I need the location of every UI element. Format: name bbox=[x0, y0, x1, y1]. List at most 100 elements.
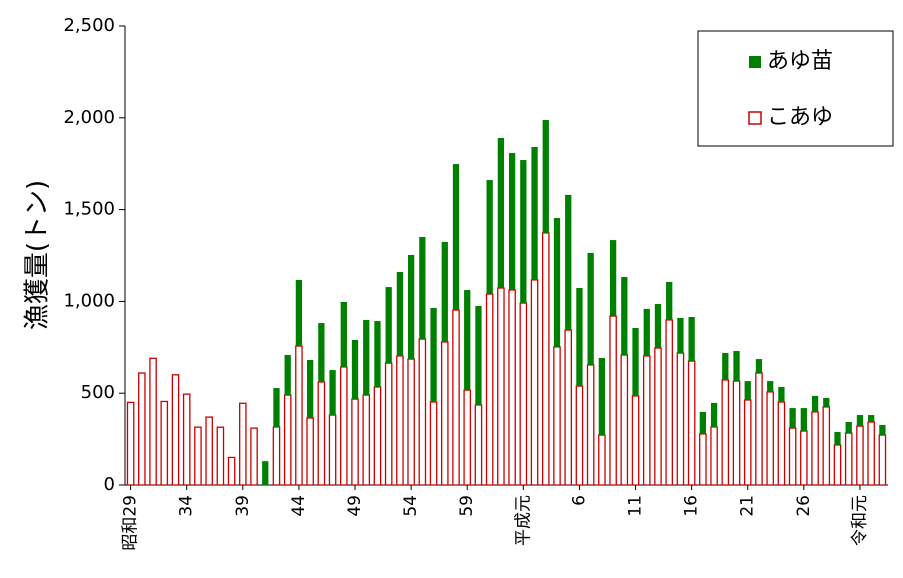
bar-segment bbox=[811, 395, 819, 412]
bar-segment bbox=[800, 430, 808, 486]
bar-segment bbox=[374, 321, 381, 387]
bar-segment bbox=[598, 357, 606, 436]
bar-segment bbox=[710, 402, 718, 427]
bar-segment bbox=[878, 434, 887, 486]
legend-box bbox=[697, 30, 894, 147]
bar-segment bbox=[833, 444, 842, 486]
bar-segment bbox=[441, 241, 448, 342]
bar-segment bbox=[216, 426, 225, 486]
bar-segment bbox=[845, 422, 852, 434]
bar-segment bbox=[755, 359, 763, 374]
bar-segment bbox=[430, 308, 437, 403]
bar-segment bbox=[564, 329, 573, 486]
bar-segment bbox=[666, 281, 673, 320]
x-tick-label: 49 bbox=[345, 495, 365, 517]
bar-segment bbox=[822, 406, 831, 486]
bar-segment bbox=[834, 431, 841, 445]
bar-segment bbox=[317, 381, 326, 486]
legend-swatch bbox=[749, 56, 761, 68]
bar-segment bbox=[621, 276, 628, 356]
bar-segment bbox=[542, 120, 549, 233]
bar-segment bbox=[497, 287, 505, 486]
bar-segment bbox=[384, 362, 393, 486]
bar-segment bbox=[744, 381, 751, 400]
bar-segment bbox=[283, 394, 292, 486]
bar-segment bbox=[642, 355, 651, 486]
bar-segment bbox=[767, 381, 774, 392]
bar-segment bbox=[598, 434, 606, 486]
x-tick-label: 59 bbox=[457, 495, 477, 517]
bar-segment bbox=[575, 385, 584, 486]
bar-segment bbox=[362, 394, 371, 486]
bar-segment bbox=[586, 364, 595, 486]
bar-segment bbox=[632, 328, 639, 396]
bar-segment bbox=[609, 240, 617, 317]
bar-segment bbox=[485, 293, 494, 486]
x-tick-label: 54 bbox=[401, 495, 421, 517]
bar-segment bbox=[340, 366, 348, 486]
bar-segment bbox=[273, 388, 280, 427]
bar-segment bbox=[778, 386, 785, 403]
bar-segment bbox=[811, 411, 819, 486]
bar-segment bbox=[688, 317, 695, 362]
bar-segment bbox=[295, 345, 303, 486]
legend-swatch bbox=[748, 111, 762, 125]
bar-segment bbox=[879, 424, 886, 436]
bar-segment bbox=[531, 146, 538, 280]
bar-segment bbox=[520, 160, 527, 304]
bar-segment bbox=[452, 309, 460, 486]
bar-segment bbox=[329, 370, 336, 416]
bar-segment bbox=[351, 398, 359, 486]
bar-segment bbox=[407, 358, 415, 486]
bar-segment bbox=[576, 287, 583, 387]
y-tick-label: 2,500 bbox=[63, 15, 115, 36]
y-tick-label: 2,000 bbox=[63, 107, 115, 128]
bar-segment bbox=[553, 218, 561, 347]
bar-segment bbox=[620, 354, 629, 486]
bar-segment bbox=[328, 414, 337, 486]
bar-segment bbox=[508, 289, 516, 486]
bar-segment bbox=[519, 302, 528, 486]
bar-segment bbox=[486, 180, 493, 295]
bar-segment bbox=[587, 252, 594, 365]
bar-segment bbox=[710, 426, 718, 486]
bar-segment bbox=[654, 303, 662, 349]
bar-segment bbox=[868, 415, 875, 423]
bar-segment bbox=[722, 352, 729, 380]
bar-segment bbox=[419, 236, 426, 340]
bar-segment bbox=[284, 355, 291, 396]
bar-segment bbox=[755, 372, 763, 486]
bar-segment bbox=[340, 301, 347, 367]
bar-segment bbox=[508, 153, 516, 291]
bar-segment bbox=[743, 399, 752, 486]
y-tick-label: 500 bbox=[81, 382, 115, 403]
legend-label: こあゆ bbox=[767, 105, 833, 130]
bar-segment bbox=[856, 425, 864, 486]
bar-segment bbox=[553, 346, 561, 486]
bar-segment bbox=[665, 319, 673, 486]
bar-segment bbox=[306, 417, 314, 486]
bar-segment bbox=[239, 402, 247, 486]
bar-segment bbox=[396, 355, 404, 486]
bar-segment bbox=[699, 433, 707, 486]
bar-segment bbox=[474, 404, 483, 486]
bar-segment bbox=[429, 401, 438, 486]
bar-segment bbox=[732, 380, 741, 486]
bar-segment bbox=[272, 426, 281, 486]
legend-label: あゆ苗 bbox=[767, 49, 833, 74]
bar-segment bbox=[721, 379, 730, 486]
bar-segment bbox=[565, 194, 572, 331]
bar-segment bbox=[856, 415, 864, 427]
bar-segment bbox=[373, 386, 382, 486]
bar-segment bbox=[138, 372, 146, 486]
x-tick-label: 16 bbox=[682, 495, 702, 517]
x-tick-label: 令和元 bbox=[850, 495, 870, 546]
bar-segment bbox=[194, 426, 202, 486]
bar-segment bbox=[171, 374, 180, 486]
bar-segment bbox=[463, 389, 472, 486]
x-tick-label: 平成元 bbox=[513, 495, 533, 546]
bar-segment bbox=[250, 427, 258, 486]
x-tick-label: 26 bbox=[794, 495, 814, 517]
